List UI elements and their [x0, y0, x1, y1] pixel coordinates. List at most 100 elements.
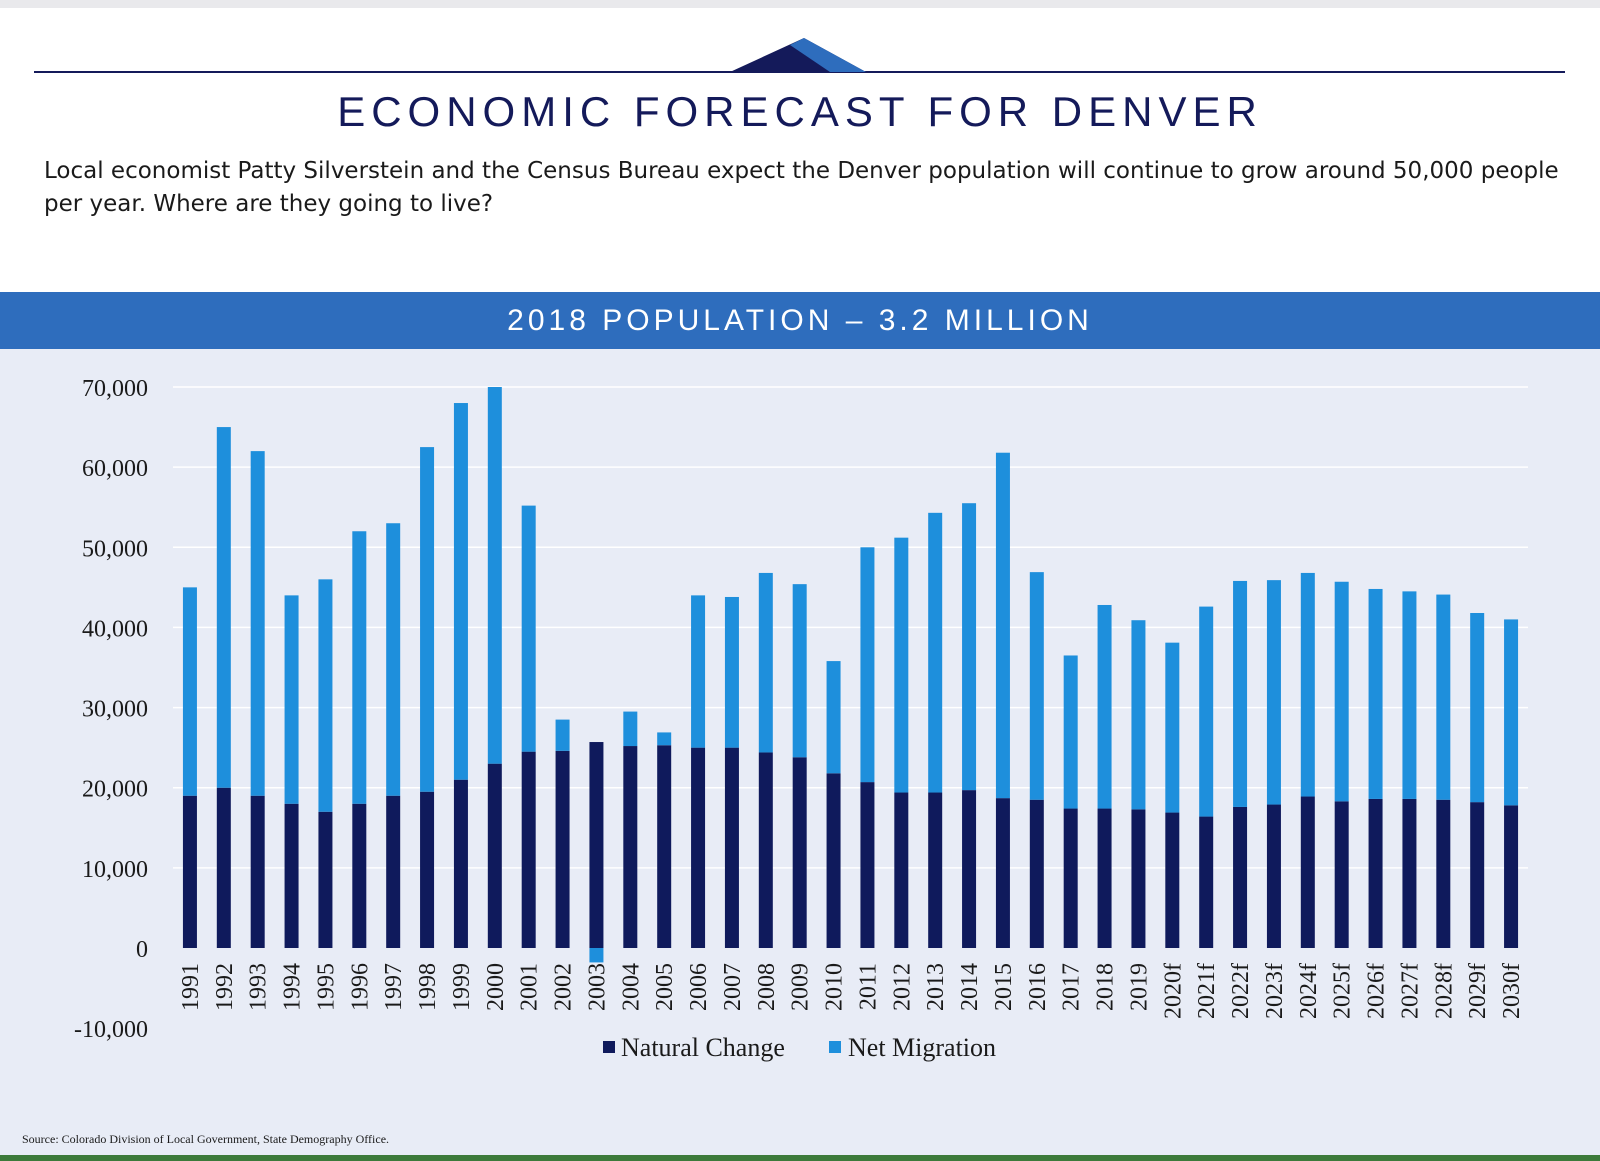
- bar-net-migration: [826, 661, 841, 774]
- bar-net-migration: [318, 579, 333, 812]
- bar-natural-change: [860, 782, 875, 948]
- bar-net-migration: [1504, 619, 1519, 806]
- legend-label-natural-change: Natural Change: [621, 1033, 785, 1062]
- legend-label-net-migration: Net Migration: [848, 1033, 996, 1062]
- bar-net-migration: [352, 531, 367, 804]
- x-tick-label: 2020f: [1160, 963, 1186, 1019]
- bar-net-migration: [1097, 604, 1112, 809]
- bar-natural-change: [1436, 799, 1451, 948]
- bar-natural-change: [589, 742, 604, 948]
- bar-net-migration: [1029, 572, 1044, 800]
- bar-net-migration: [1063, 655, 1078, 809]
- intro-text: Local economist Patty Silverstein and th…: [44, 158, 1559, 217]
- bar-net-migration: [521, 505, 536, 752]
- bar-net-migration: [1199, 606, 1214, 817]
- bar-natural-change: [420, 791, 435, 948]
- bar-natural-change: [250, 795, 265, 948]
- x-tick-label: 2018: [1093, 963, 1119, 1011]
- x-tick-label: 1997: [381, 963, 407, 1011]
- bar-natural-change: [1300, 796, 1315, 948]
- population-change-chart: -10,000 0 10,000 20,000 30,000 40,000 50,000 60…: [74, 376, 1528, 1062]
- banner-text: 2018 POPULATION – 3.2 MILLION: [507, 304, 1093, 337]
- bar-net-migration: [1334, 581, 1349, 802]
- bar-net-migration: [589, 948, 604, 963]
- bar-natural-change: [623, 746, 638, 948]
- x-tick-label: 2000: [483, 963, 509, 1011]
- y-tick-label: 40,000: [82, 616, 148, 642]
- bar-net-migration: [691, 595, 706, 748]
- bar-natural-change: [555, 750, 570, 948]
- bar-net-migration: [420, 447, 435, 792]
- bar-natural-change: [1097, 808, 1112, 948]
- bar-natural-change: [691, 747, 706, 948]
- x-tick-label: 1994: [280, 963, 306, 1011]
- x-tick-label: 2030f: [1499, 963, 1525, 1019]
- source-note: Source: Colorado Division of Local Gover…: [22, 1132, 390, 1146]
- bar-natural-change: [318, 811, 333, 948]
- bar-net-migration: [1131, 620, 1146, 810]
- bar-net-migration: [894, 537, 909, 793]
- x-tick-label: 2013: [923, 963, 949, 1011]
- bar-net-migration: [1368, 588, 1383, 799]
- bar-net-migration: [724, 596, 739, 748]
- bar-net-migration: [216, 427, 231, 788]
- x-tick-label: 2028f: [1431, 963, 1457, 1019]
- bar-net-migration: [555, 719, 570, 751]
- bar-natural-change: [826, 773, 841, 948]
- x-tick-label: 2011: [855, 963, 881, 1010]
- x-tick-label: 2002: [551, 963, 577, 1011]
- bar-natural-change: [1233, 806, 1248, 948]
- x-tick-label: 2016: [1025, 963, 1051, 1011]
- chart-panel: -10,000 0 10,000 20,000 30,000 40,000 50,000 60…: [0, 349, 1600, 1155]
- bottom-strip: [0, 1155, 1600, 1161]
- x-tick-label: 2025f: [1330, 963, 1356, 1019]
- bar-natural-change: [182, 795, 197, 948]
- bar-natural-change: [894, 792, 909, 948]
- population-banner: 2018 POPULATION – 3.2 MILLION: [0, 292, 1600, 349]
- legend-swatch-net-migration: [829, 1041, 841, 1053]
- page-title: ECONOMIC FORECAST FOR DENVER: [337, 88, 1263, 135]
- bar-natural-change: [352, 803, 367, 948]
- bar-net-migration: [1233, 580, 1248, 807]
- x-tick-label: 1993: [246, 963, 272, 1011]
- x-tick-label: 2024f: [1296, 963, 1322, 1019]
- bar-natural-change: [962, 790, 977, 948]
- bar-natural-change: [1165, 812, 1180, 948]
- bar-net-migration: [453, 403, 468, 780]
- bar-natural-change: [1402, 798, 1417, 948]
- top-edge: [0, 0, 1600, 8]
- bar-net-migration: [1470, 613, 1485, 803]
- bar-net-migration: [995, 452, 1010, 799]
- y-tick-label: 20,000: [82, 777, 148, 803]
- bar-net-migration: [860, 547, 875, 783]
- x-tick-label: 2005: [652, 963, 678, 1011]
- y-tick-label: 10,000: [82, 857, 148, 883]
- bar-net-migration: [250, 451, 265, 796]
- x-tick-label: 2026f: [1364, 963, 1390, 1019]
- bar-natural-change: [487, 763, 502, 948]
- y-tick-label: -10,000: [74, 1017, 148, 1043]
- x-tick-label: 2017: [1059, 963, 1085, 1011]
- bar-net-migration: [386, 523, 401, 796]
- y-tick-label: 70,000: [82, 376, 148, 402]
- bar-net-migration: [758, 572, 773, 753]
- x-tick-label: 2008: [754, 963, 780, 1011]
- bar-natural-change: [1368, 798, 1383, 948]
- bar-net-migration: [1165, 642, 1180, 813]
- bar-natural-change: [284, 803, 299, 948]
- bar-net-migration: [1300, 572, 1315, 797]
- bar-net-migration: [792, 584, 807, 758]
- x-tick-label: 1998: [415, 963, 441, 1011]
- x-tick-label: 2014: [957, 963, 983, 1011]
- x-tick-label: 1991: [178, 963, 204, 1011]
- bar-natural-change: [1334, 801, 1349, 948]
- bar-natural-change: [1266, 804, 1281, 948]
- x-tick-label: 1992: [212, 963, 238, 1011]
- bar-net-migration: [487, 387, 502, 764]
- x-tick-label: 2021f: [1194, 963, 1220, 1019]
- x-tick-label: 1995: [313, 963, 339, 1011]
- x-tick-label: 2022f: [1228, 963, 1254, 1019]
- x-tick-label: 2010: [822, 963, 848, 1011]
- x-tick-label: 2029f: [1465, 963, 1491, 1019]
- y-tick-label: 30,000: [82, 697, 148, 723]
